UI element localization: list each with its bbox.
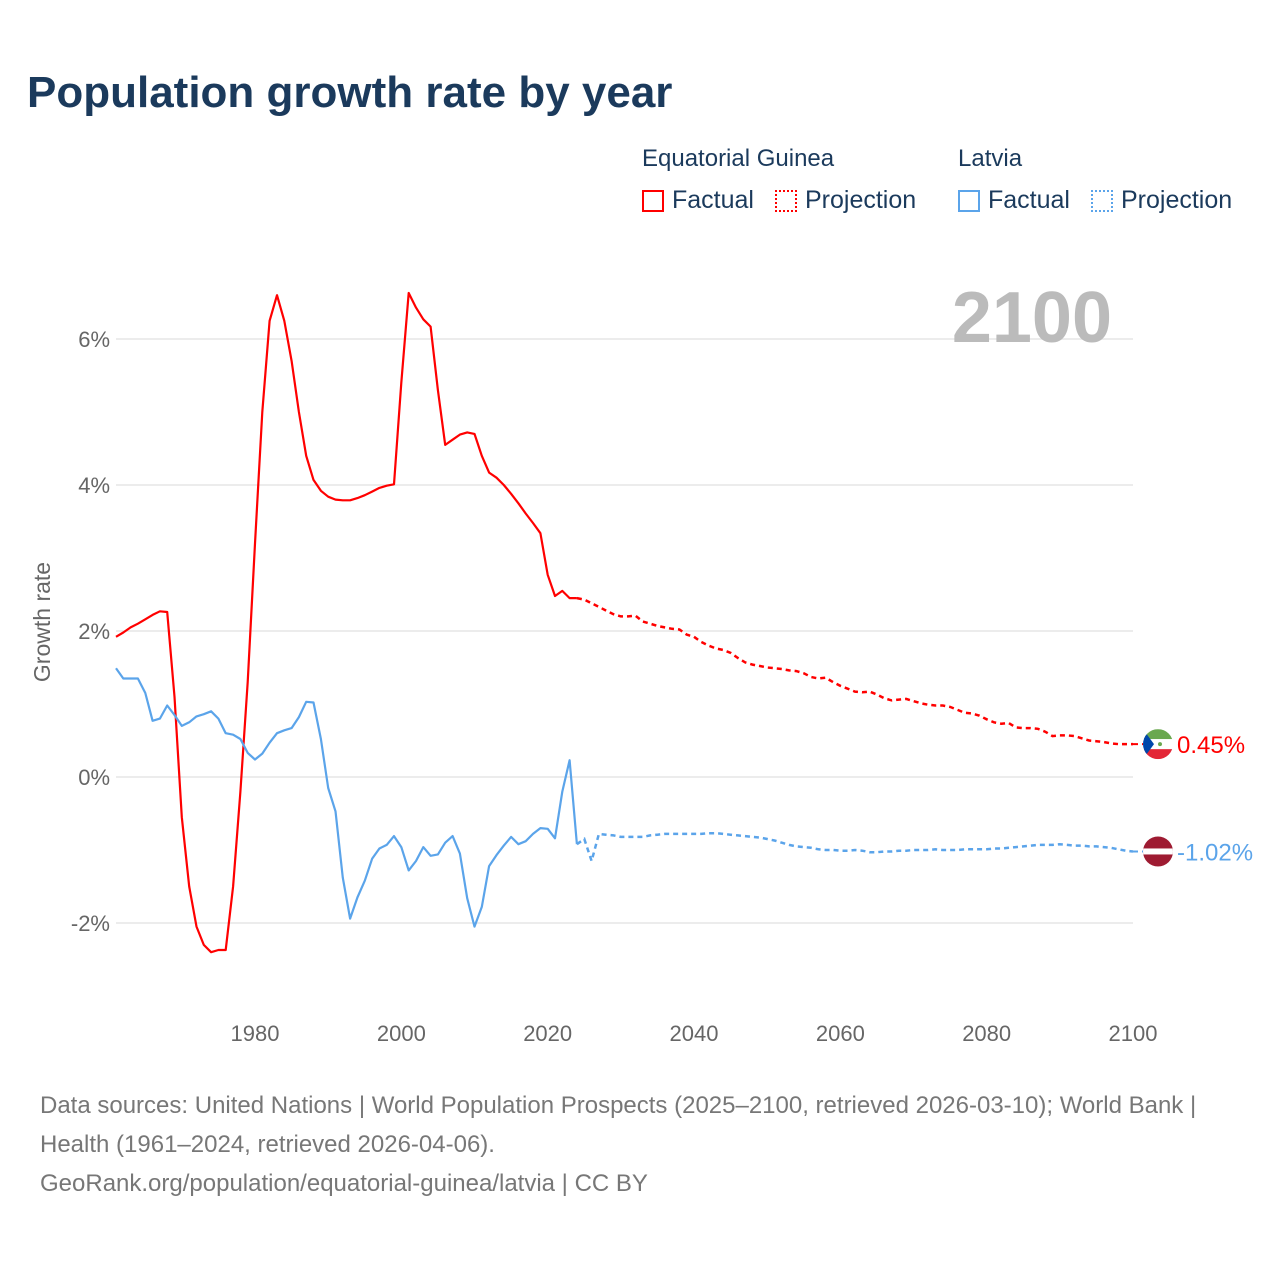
legend-swatch-solid-icon (642, 189, 664, 212)
x-tick-label: 1980 (231, 1021, 280, 1046)
legend-eg-factual[interactable]: Factual (642, 186, 754, 215)
series-0-factual-line (115, 291, 577, 954)
series-0-projection-line (576, 596, 1133, 746)
legend-swatch-solid-icon (958, 189, 980, 212)
end-value-label: -1.02% (1177, 839, 1253, 866)
legend-eg-projection[interactable]: Projection (775, 186, 916, 215)
x-tick-label: 2080 (962, 1021, 1011, 1046)
y-tick-label: 2% (78, 619, 110, 644)
legend-label: Factual (672, 186, 754, 214)
legend-label: Projection (805, 186, 917, 214)
x-tick-label: 2060 (816, 1021, 865, 1046)
x-tick-label: 2100 (1109, 1021, 1158, 1046)
legend-swatch-dotted-icon (775, 189, 797, 212)
equatorial-guinea-flag-icon (1143, 729, 1173, 760)
legend-group-equatorial-guinea: Equatorial Guinea (642, 145, 835, 172)
y-axis-label: Growth rate (29, 562, 55, 682)
series-1-projection-line (576, 831, 1134, 866)
y-tick-label: 6% (78, 327, 110, 352)
end-value-label: 0.45% (1177, 732, 1245, 759)
x-tick-label: 2020 (523, 1021, 572, 1046)
x-tick-label: 2040 (670, 1021, 719, 1046)
legend-label: Projection (1121, 186, 1233, 214)
series-1-factual-line (115, 667, 578, 928)
y-tick-label: 4% (78, 473, 110, 498)
y-tick-label: 0% (78, 765, 110, 790)
legend-swatch-dotted-icon (1091, 189, 1113, 212)
legend-group-latvia: Latvia (958, 145, 1023, 172)
latvia-flag-icon (1143, 836, 1173, 867)
legend-lv-factual[interactable]: Factual (958, 186, 1070, 215)
footer: Data sources: United Nations | World Pop… (40, 1086, 1240, 1203)
legend-label: Factual (988, 186, 1070, 214)
data-sources: Data sources: United Nations | World Pop… (40, 1092, 1197, 1158)
legend-lv-projection[interactable]: Projection (1091, 186, 1232, 215)
y-tick-label: -2% (71, 911, 110, 936)
x-tick-label: 2000 (377, 1021, 426, 1046)
year-display: 2100 (952, 278, 1112, 358)
source-link[interactable]: GeoRank.org/population/equatorial-guinea… (40, 1170, 648, 1197)
page-title: Population growth rate by year (27, 68, 673, 117)
